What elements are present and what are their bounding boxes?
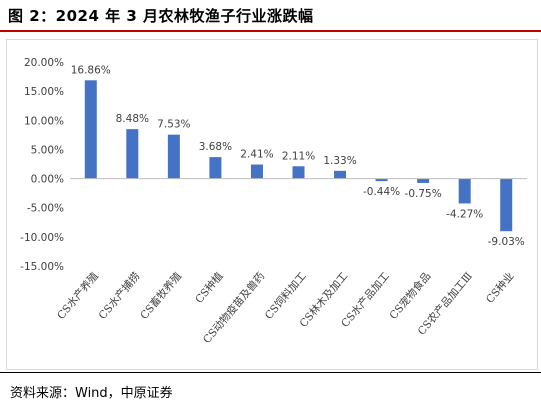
bar [84, 80, 97, 179]
data-label: 16.86% [71, 64, 111, 76]
bar [375, 178, 388, 182]
chart-frame [6, 39, 538, 370]
category-label: CS水产捕捞 [96, 270, 143, 322]
bar [417, 178, 430, 183]
data-label: -4.27% [446, 208, 483, 220]
y-tick-label: -10.00% [20, 232, 64, 244]
bar [250, 164, 263, 179]
bar [209, 157, 222, 179]
y-tick-label: 0.00% [31, 174, 64, 186]
y-tick-label: -15.00% [20, 261, 64, 273]
y-tick-label: 15.00% [24, 86, 64, 98]
title-rule [0, 30, 541, 32]
data-label: -0.75% [405, 188, 442, 200]
bar [458, 178, 471, 204]
category-label: CS种植 [192, 269, 226, 305]
category-label: CS宠物食品 [387, 270, 434, 322]
bar [334, 170, 347, 179]
y-tick-label: -5.00% [27, 203, 64, 215]
data-label: 8.48% [116, 113, 149, 125]
data-label: 1.33% [323, 155, 356, 167]
bar [126, 129, 139, 179]
data-label: -0.44% [363, 186, 400, 198]
figure-title: 图 2：2024 年 3 月农林牧渔子行业涨跌幅 [8, 7, 314, 25]
source-note: 资料来源：Wind，中原证券 [10, 386, 173, 401]
category-label: CS种业 [483, 270, 516, 306]
y-tick-label: 20.00% [24, 57, 64, 69]
bar [292, 166, 305, 179]
footer-rule [0, 372, 541, 373]
data-label: 3.68% [199, 141, 232, 153]
data-label: 2.41% [240, 149, 273, 161]
data-label: 7.53% [157, 119, 190, 131]
bar [167, 134, 180, 179]
data-label: 2.11% [282, 150, 315, 162]
category-label: CS水产养殖 [54, 269, 101, 322]
y-tick-label: 10.00% [24, 115, 64, 127]
y-tick-label: 5.00% [31, 144, 64, 156]
bar-chart: 20.00% 15.00% 10.00% 5.00% 0.00% -5.00% -10.00… [20, 57, 527, 346]
bar [500, 178, 513, 232]
category-label: CS饲料加工 [262, 270, 309, 322]
category-label: CS畜牧养殖 [137, 269, 184, 322]
data-label: -9.03% [488, 236, 525, 248]
